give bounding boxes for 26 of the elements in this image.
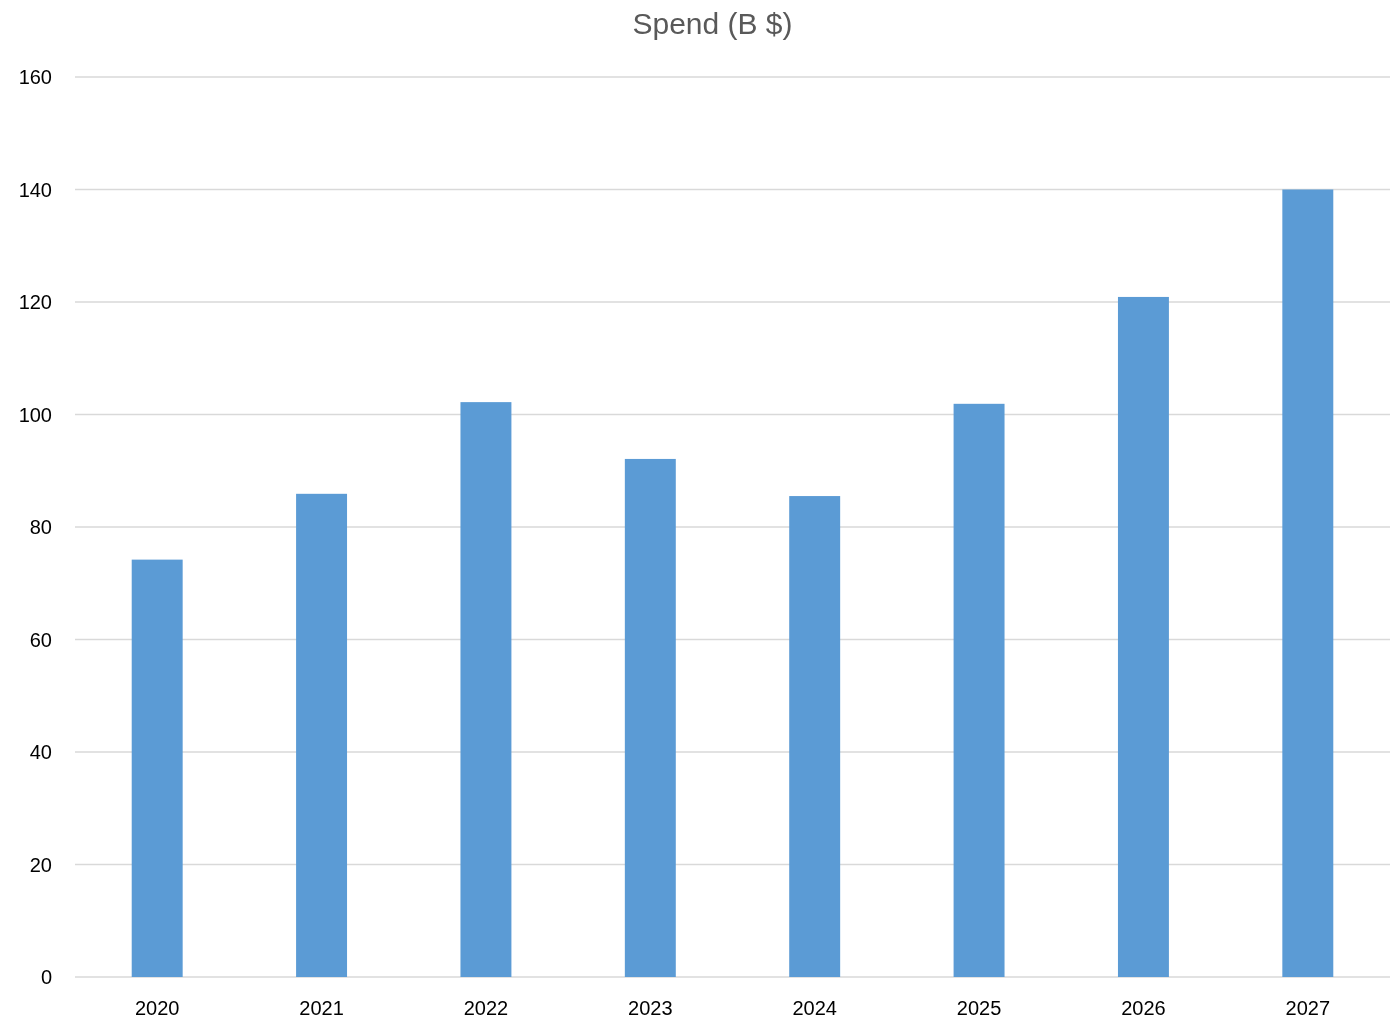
bar xyxy=(131,559,183,977)
y-tick-label: 140 xyxy=(18,178,52,201)
y-tick-label: 120 xyxy=(18,291,52,313)
bar xyxy=(953,403,1005,977)
x-tick-label: 2027 xyxy=(1285,997,1331,1019)
y-tick-label: 0 xyxy=(40,966,52,988)
x-tick-label: 2020 xyxy=(134,997,180,1019)
bar xyxy=(1282,189,1334,977)
y-tick-label: 80 xyxy=(29,516,52,538)
x-tick-label: 2025 xyxy=(956,997,1002,1019)
bar xyxy=(460,402,512,977)
bar xyxy=(789,496,841,977)
x-tick-label: 2026 xyxy=(1121,997,1166,1019)
y-tick-label: 100 xyxy=(18,403,52,426)
y-tick-label: 20 xyxy=(29,853,52,876)
y-tick-label: 60 xyxy=(29,628,52,651)
x-tick-label: 2022 xyxy=(463,997,509,1019)
chart-title: Spend (B $) xyxy=(632,7,793,40)
x-tick-label: 2024 xyxy=(792,997,837,1019)
bar xyxy=(624,458,676,977)
y-tick-label: 40 xyxy=(29,741,52,763)
y-tick-label: 160 xyxy=(18,66,52,88)
bar xyxy=(296,493,348,977)
bar xyxy=(1117,296,1169,977)
x-tick-label: 2023 xyxy=(628,997,673,1019)
x-tick-label: 2021 xyxy=(299,997,344,1019)
